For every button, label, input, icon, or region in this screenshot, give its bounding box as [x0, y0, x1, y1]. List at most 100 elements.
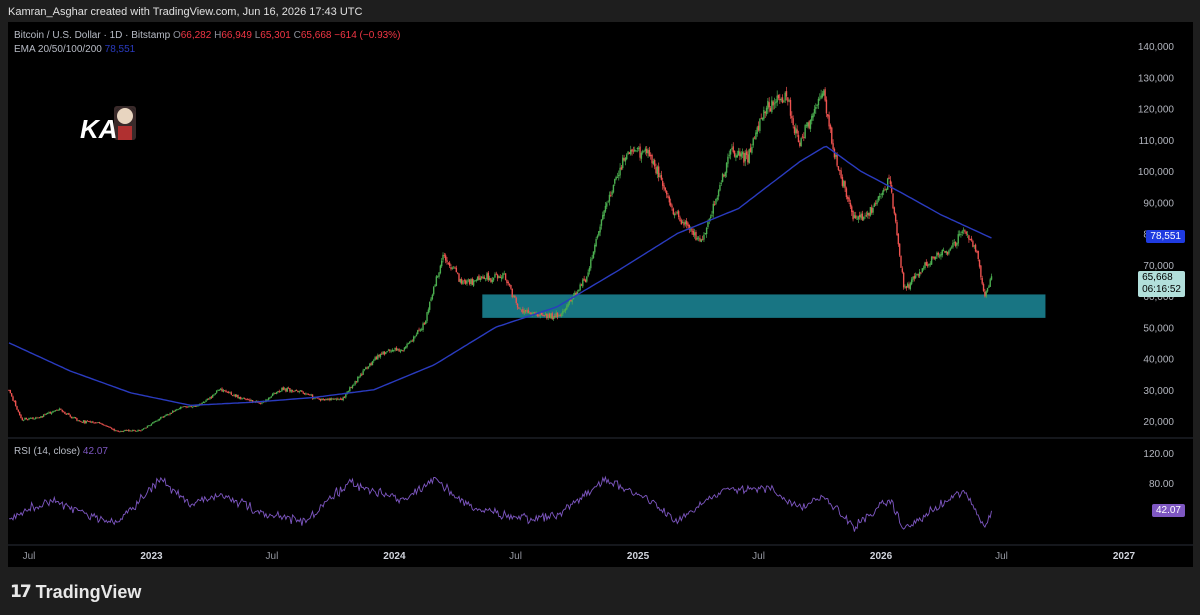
candle[interactable] — [498, 275, 500, 279]
candle[interactable] — [18, 411, 21, 416]
chart-canvas[interactable]: 140,000 130,000 120,000 110,000 100,000 90,00… — [8, 22, 1193, 567]
candle[interactable] — [271, 392, 274, 397]
support-zone-rect[interactable] — [482, 294, 1046, 318]
candle[interactable] — [13, 400, 16, 403]
candle[interactable] — [219, 388, 222, 391]
candle[interactable] — [297, 390, 299, 393]
candle[interactable] — [580, 283, 583, 287]
candle[interactable] — [819, 93, 821, 101]
candle[interactable] — [153, 421, 155, 424]
candle[interactable] — [543, 315, 545, 317]
candle[interactable] — [104, 424, 106, 426]
candle[interactable] — [285, 388, 287, 393]
candle[interactable] — [435, 275, 438, 287]
candle[interactable] — [877, 195, 880, 203]
candle[interactable] — [829, 123, 832, 134]
candle[interactable] — [920, 271, 922, 275]
candle[interactable] — [503, 270, 505, 275]
candle[interactable] — [881, 190, 884, 198]
candle[interactable] — [160, 416, 162, 420]
candle[interactable] — [93, 422, 95, 424]
candle[interactable] — [60, 408, 62, 411]
candle[interactable] — [665, 190, 668, 199]
candle[interactable] — [410, 339, 412, 343]
candle[interactable] — [382, 351, 384, 355]
candle[interactable] — [407, 342, 410, 345]
candle[interactable] — [36, 416, 38, 419]
candle[interactable] — [134, 430, 137, 432]
candle[interactable] — [628, 151, 631, 155]
candle[interactable] — [138, 429, 141, 432]
candle[interactable] — [784, 91, 786, 104]
candle[interactable] — [591, 254, 593, 261]
candle[interactable] — [120, 430, 122, 433]
candle[interactable] — [462, 280, 464, 285]
candle[interactable] — [755, 130, 757, 140]
candle[interactable] — [894, 212, 897, 224]
candle[interactable] — [341, 397, 343, 401]
candle[interactable] — [583, 275, 585, 281]
candle[interactable] — [142, 428, 145, 430]
candle[interactable] — [476, 276, 479, 281]
candle[interactable] — [970, 235, 973, 242]
candle[interactable] — [669, 198, 672, 208]
candle[interactable] — [620, 165, 623, 171]
candle[interactable] — [310, 393, 312, 397]
candle[interactable] — [599, 224, 601, 237]
candle[interactable] — [977, 250, 979, 262]
candle[interactable] — [307, 393, 310, 396]
candle[interactable] — [12, 395, 14, 401]
candle[interactable] — [496, 273, 499, 282]
candle[interactable] — [914, 272, 917, 280]
candle[interactable] — [960, 231, 962, 238]
candle[interactable] — [319, 398, 322, 402]
candle[interactable] — [767, 98, 769, 114]
candle[interactable] — [89, 420, 91, 423]
candle[interactable] — [86, 419, 89, 422]
candle[interactable] — [110, 427, 113, 430]
candle[interactable] — [704, 232, 706, 235]
candle[interactable] — [981, 275, 983, 286]
candle[interactable] — [540, 312, 543, 316]
candle[interactable] — [606, 201, 608, 210]
candle[interactable] — [178, 407, 181, 410]
candle[interactable] — [249, 398, 251, 402]
candle[interactable] — [672, 207, 675, 216]
candle[interactable] — [14, 400, 17, 407]
candle[interactable] — [699, 235, 701, 243]
candle[interactable] — [550, 312, 552, 319]
candle[interactable] — [367, 366, 370, 370]
candle[interactable] — [787, 97, 789, 106]
candle[interactable] — [188, 406, 190, 408]
candle[interactable] — [472, 279, 475, 288]
candle[interactable] — [538, 314, 540, 318]
candle[interactable] — [144, 427, 146, 429]
candle[interactable] — [732, 142, 734, 154]
candle[interactable] — [508, 283, 511, 287]
candle[interactable] — [530, 312, 532, 315]
candle[interactable] — [467, 278, 470, 283]
candle[interactable] — [711, 210, 713, 218]
candle[interactable] — [749, 143, 752, 153]
candle[interactable] — [381, 351, 383, 356]
candle[interactable] — [930, 256, 933, 266]
candle[interactable] — [247, 398, 250, 401]
candle[interactable] — [547, 312, 549, 321]
candle[interactable] — [186, 406, 189, 408]
candle[interactable] — [764, 110, 766, 118]
candle[interactable] — [471, 277, 474, 286]
candle[interactable] — [273, 391, 275, 395]
candle[interactable] — [245, 398, 247, 401]
candle[interactable] — [231, 394, 234, 397]
candle[interactable] — [393, 349, 395, 353]
candle[interactable] — [414, 335, 416, 339]
candle[interactable] — [345, 393, 347, 399]
candle[interactable] — [480, 275, 483, 280]
candle[interactable] — [50, 411, 53, 415]
candle[interactable] — [693, 228, 696, 239]
candle[interactable] — [863, 216, 865, 222]
candle[interactable] — [910, 277, 913, 286]
candle[interactable] — [880, 193, 882, 200]
candle[interactable] — [925, 259, 927, 267]
candle[interactable] — [339, 397, 342, 400]
